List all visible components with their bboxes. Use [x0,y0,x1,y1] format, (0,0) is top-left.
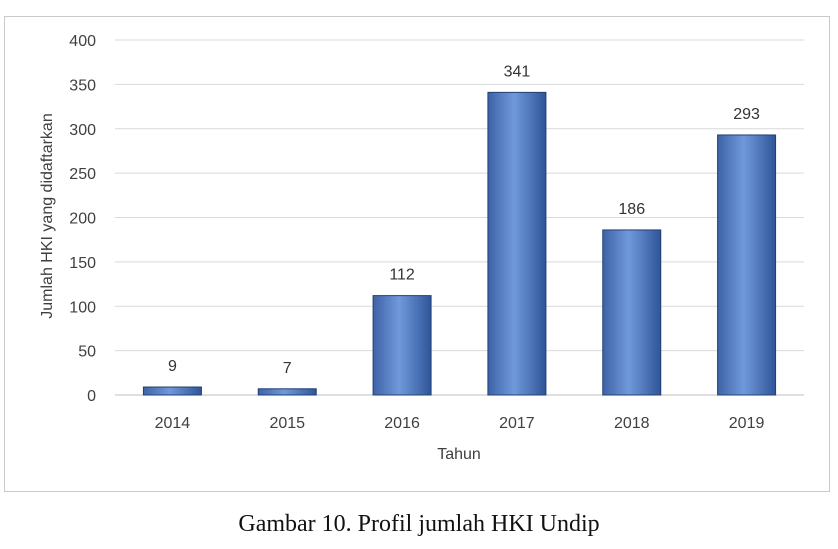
bar-2019 [717,134,777,396]
bar-2018 [602,229,662,396]
y-axis-ticks: 0 50 100 150 200 250 300 350 400 [69,33,96,405]
data-label-2017: 341 [504,63,531,80]
y-tick-label: 350 [69,77,96,94]
x-tick-label: 2018 [614,415,650,432]
data-labels: 9 7 112 341 186 293 [168,63,760,376]
y-tick-label: 0 [87,388,96,405]
data-label-2016: 112 [389,267,415,284]
data-label-2019: 293 [733,106,760,123]
y-tick-label: 100 [69,299,96,316]
y-tick-label: 150 [69,255,96,272]
chart-frame [4,16,830,492]
x-tick-label: 2016 [384,415,420,432]
data-label-2015: 7 [283,360,292,377]
y-tick-label: 50 [78,344,96,361]
bar-2017 [487,91,547,396]
x-tick-label: 2014 [155,415,191,432]
data-label-2018: 186 [618,201,645,218]
y-tick-label: 300 [69,122,96,139]
y-axis-title: Jumlah HKI yang didaftarkan [39,113,56,318]
bar-2016 [372,295,432,396]
bars [142,91,777,396]
bar-2014 [142,386,202,396]
x-tick-label: 2017 [499,415,535,432]
data-label-2014: 9 [168,358,177,375]
x-tick-label: 2015 [269,415,305,432]
x-axis-ticks: 2014 2015 2016 2017 2018 2019 [155,415,765,432]
gridlines [115,39,804,396]
figure-caption: Gambar 10. Profil jumlah HKI Undip [238,511,600,537]
x-tick-label: 2019 [729,415,765,432]
y-tick-label: 400 [69,33,96,50]
y-tick-label: 200 [69,211,96,228]
bar-2015 [257,388,317,396]
x-axis-title: Tahun [437,446,481,463]
y-tick-label: 250 [69,166,96,183]
